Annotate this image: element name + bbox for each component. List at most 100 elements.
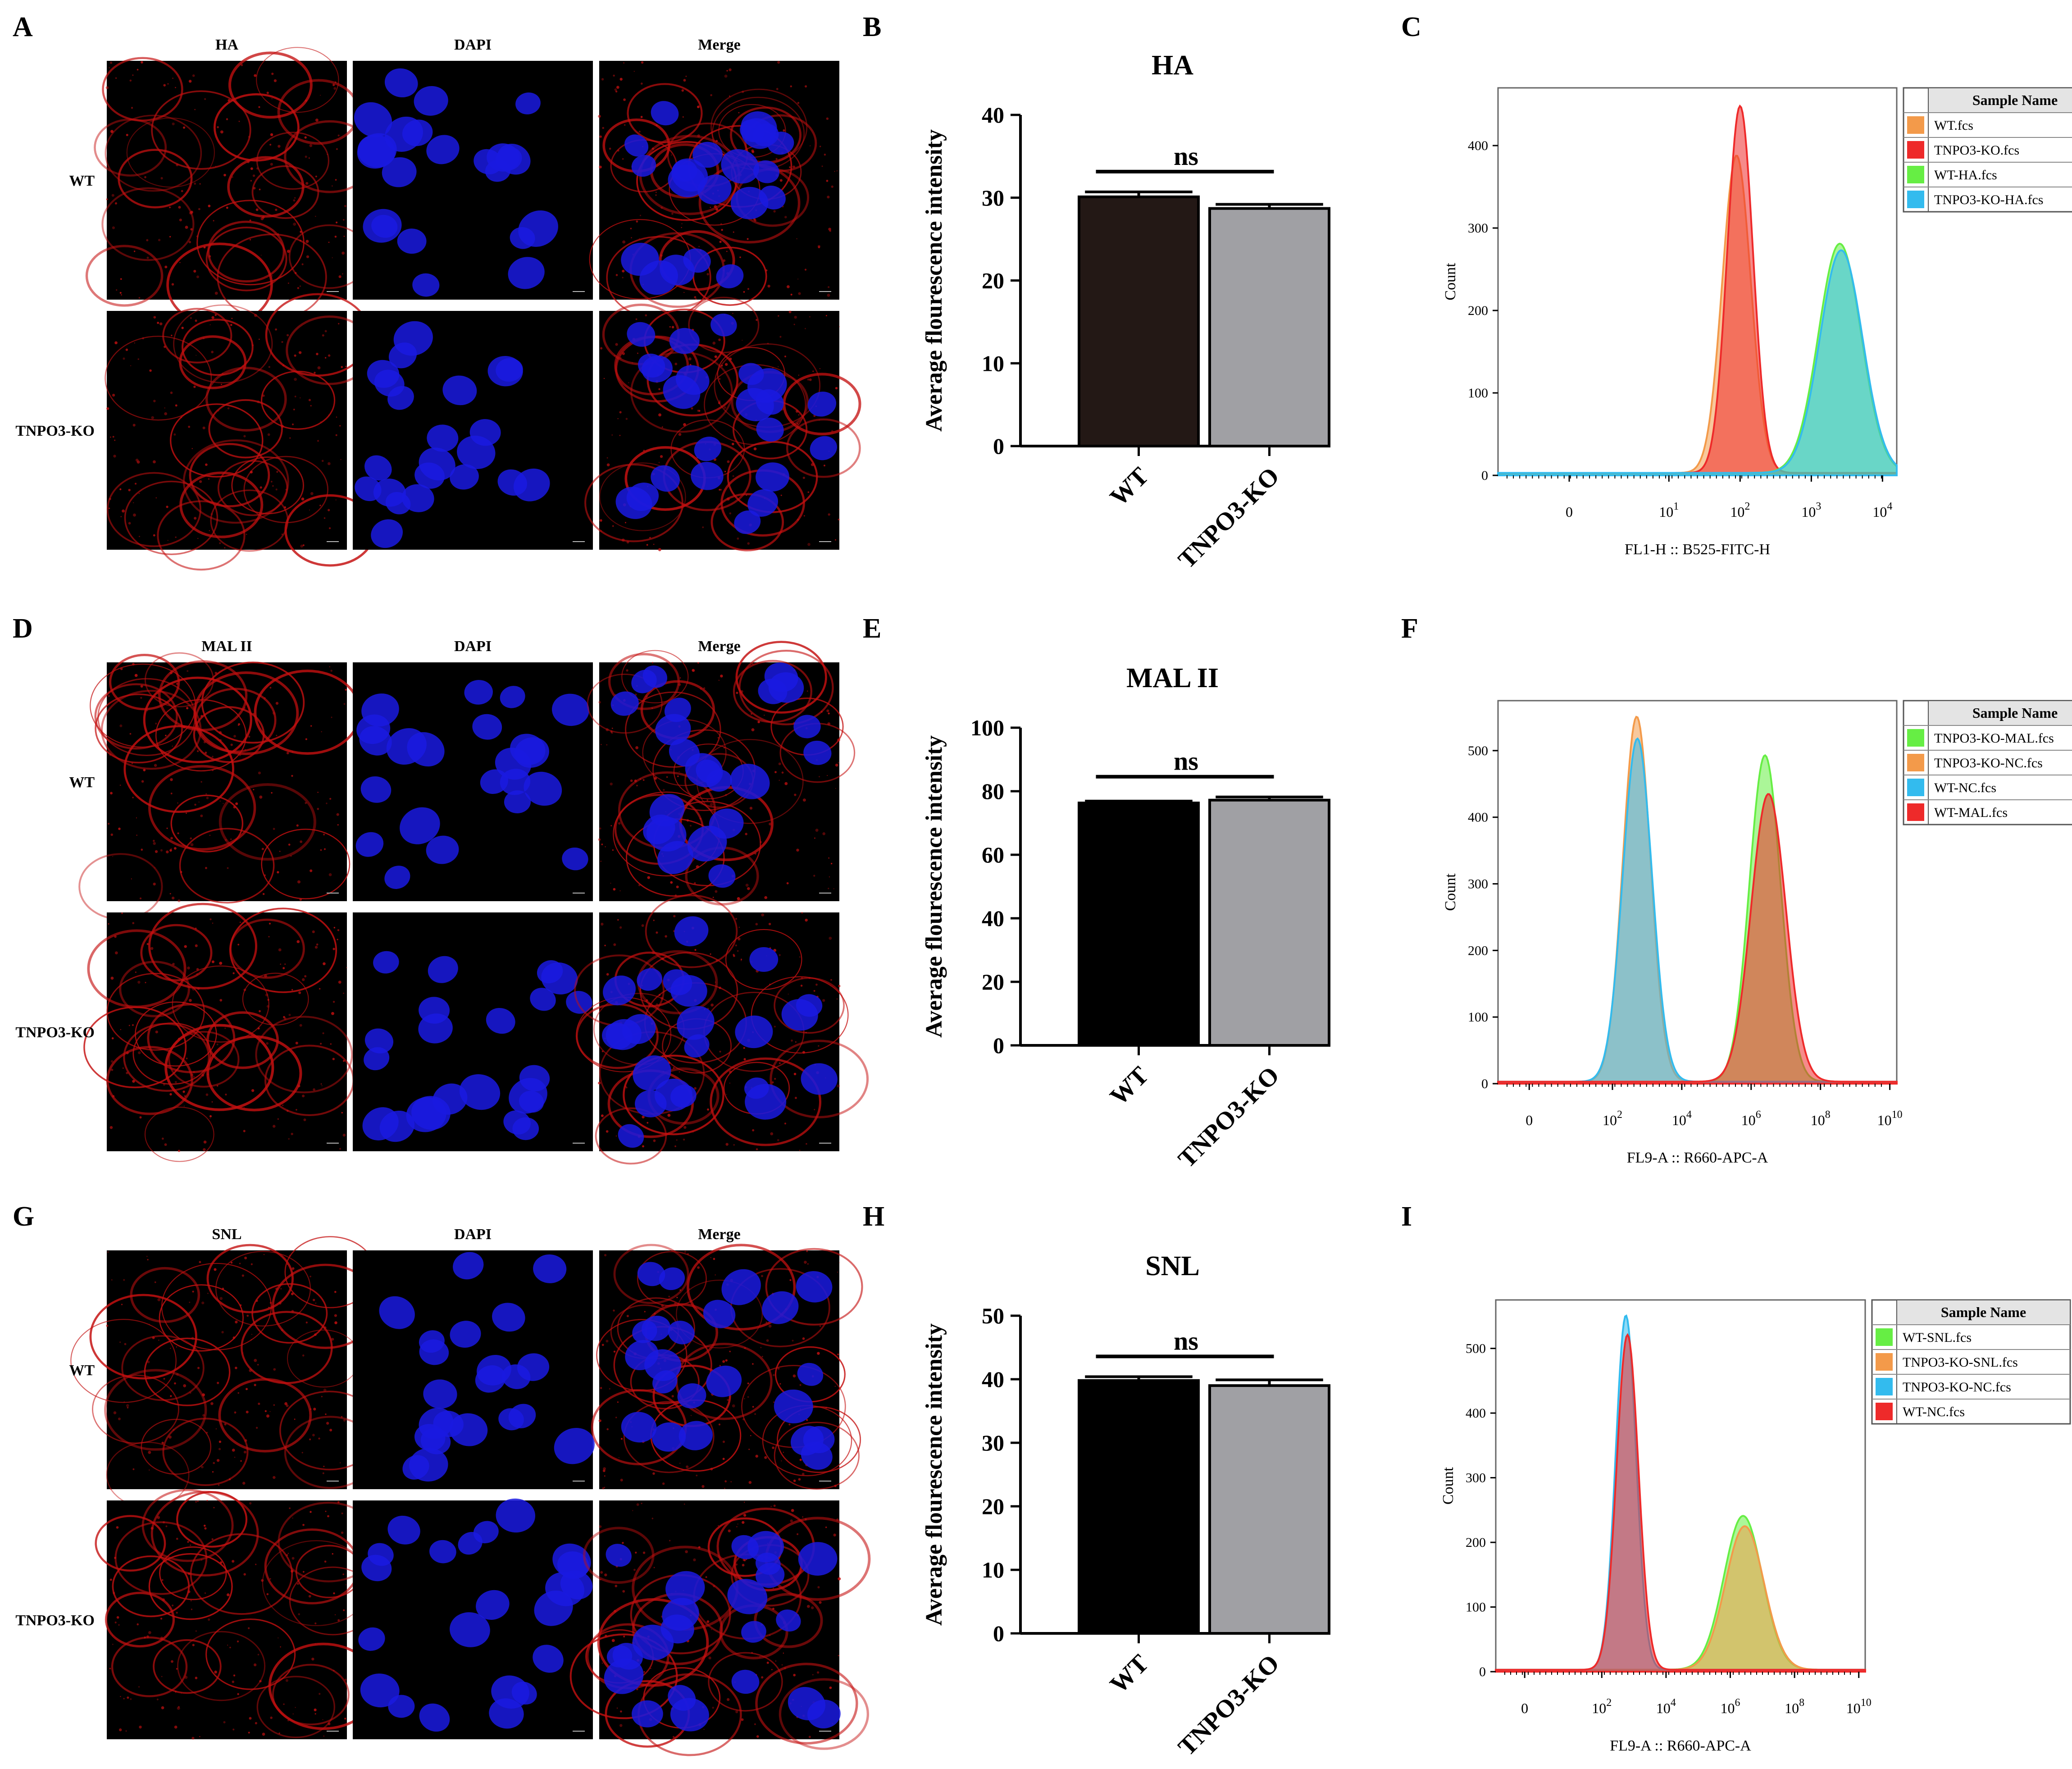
nucleus xyxy=(355,832,384,857)
stain-speckle xyxy=(712,342,716,345)
stain-speckle xyxy=(302,1523,305,1526)
stain-speckle xyxy=(216,1085,219,1087)
nucleus xyxy=(747,489,779,517)
stain-speckle xyxy=(714,205,717,209)
stain-speckle xyxy=(194,803,196,806)
stain-speckle xyxy=(190,210,193,214)
stain-speckle xyxy=(638,884,641,886)
stain-speckle xyxy=(114,951,118,955)
membrane-signal xyxy=(159,1546,227,1600)
membrane-signal xyxy=(158,660,248,731)
stain-speckle xyxy=(600,1386,602,1389)
membrane-signal xyxy=(217,460,288,516)
stain-speckle xyxy=(815,983,818,986)
stain-speckle xyxy=(726,497,730,501)
stain-speckle xyxy=(714,355,717,358)
stain-speckle xyxy=(257,1027,260,1030)
nucleus xyxy=(480,769,508,794)
panel-letter: F xyxy=(1401,613,1418,644)
stain-speckle xyxy=(225,1094,227,1096)
stain-speckle xyxy=(227,867,229,869)
stain-speckle xyxy=(317,792,319,793)
stain-speckle xyxy=(686,819,689,822)
stain-speckle xyxy=(326,802,328,804)
stain-speckle xyxy=(246,533,247,535)
nucleus xyxy=(364,455,392,481)
membrane-signal xyxy=(95,1515,166,1572)
y-tick-label: 400 xyxy=(1468,810,1488,825)
stain-speckle xyxy=(270,1716,273,1719)
membrane-signal xyxy=(765,1248,863,1326)
stain-speckle xyxy=(291,1310,294,1313)
stain-speckle xyxy=(310,1408,312,1410)
stain-speckle xyxy=(181,1692,182,1694)
stain-speckle xyxy=(269,157,272,160)
stain-speckle xyxy=(222,373,223,374)
stain-speckle xyxy=(182,725,186,729)
stain-speckle xyxy=(200,1465,204,1468)
stain-speckle xyxy=(750,1435,751,1436)
stain-speckle xyxy=(616,1707,618,1709)
stain-speckle xyxy=(343,1060,345,1062)
stain-speckle xyxy=(320,95,321,96)
nucleus xyxy=(637,1262,665,1286)
stain-speckle xyxy=(280,963,282,965)
stain-speckle xyxy=(804,328,806,329)
stain-speckle xyxy=(170,1348,171,1349)
stain-speckle xyxy=(129,733,132,735)
stain-speckle xyxy=(795,1097,797,1099)
stain-speckle xyxy=(234,1456,236,1458)
nucleus xyxy=(738,363,764,385)
stain-speckle xyxy=(243,1450,247,1454)
stain-speckle xyxy=(774,1026,776,1028)
nucleus xyxy=(664,698,691,722)
stain-speckle xyxy=(683,423,686,426)
legend-label: TNPO3-KO-HA.fcs xyxy=(1934,192,2043,207)
stain-speckle xyxy=(241,64,243,66)
nucleus xyxy=(646,816,687,852)
stain-speckle xyxy=(718,1525,719,1527)
stain-speckle xyxy=(184,1675,188,1679)
stain-speckle xyxy=(182,1001,185,1004)
stain-speckle xyxy=(343,703,346,705)
stain-speckle xyxy=(828,513,830,516)
stain-speckle xyxy=(197,1500,199,1502)
stain-speckle xyxy=(300,231,302,233)
stain-speckle xyxy=(772,1446,774,1449)
stain-speckle xyxy=(719,488,721,491)
stain-speckle xyxy=(116,1616,119,1619)
stain-speckle xyxy=(698,246,700,247)
stain-speckle xyxy=(642,779,645,781)
stain-speckle xyxy=(203,1140,207,1144)
stain-speckle xyxy=(802,1516,804,1518)
stain-speckle xyxy=(320,421,322,423)
y-tick-label: 10 xyxy=(982,351,1004,376)
membrane-signal xyxy=(144,1337,231,1406)
stain-speckle xyxy=(129,79,132,82)
stain-speckle xyxy=(290,855,292,857)
stain-speckle xyxy=(806,1250,808,1252)
stain-speckle xyxy=(343,236,345,237)
stain-speckle xyxy=(341,1531,344,1534)
row-label-wt: WT xyxy=(69,1362,95,1379)
stain-speckle xyxy=(268,1307,270,1309)
stain-speckle xyxy=(636,784,638,787)
stain-speckle xyxy=(249,219,251,222)
stain-speckle xyxy=(137,68,139,71)
y-tick-label: 0 xyxy=(993,1033,1004,1058)
nucleus xyxy=(706,1365,742,1397)
stain-speckle xyxy=(690,1415,692,1416)
stain-speckle xyxy=(110,130,114,133)
stain-speckle xyxy=(163,1083,165,1086)
stain-speckle xyxy=(615,274,618,276)
stain-speckle xyxy=(647,1122,649,1124)
stain-speckle xyxy=(135,971,137,973)
stain-speckle xyxy=(189,1392,191,1394)
stain-speckle xyxy=(671,326,674,328)
nucleus xyxy=(384,68,418,98)
stain-speckle xyxy=(137,460,140,464)
stain-speckle xyxy=(715,1274,716,1276)
stain-speckle xyxy=(127,1407,129,1409)
